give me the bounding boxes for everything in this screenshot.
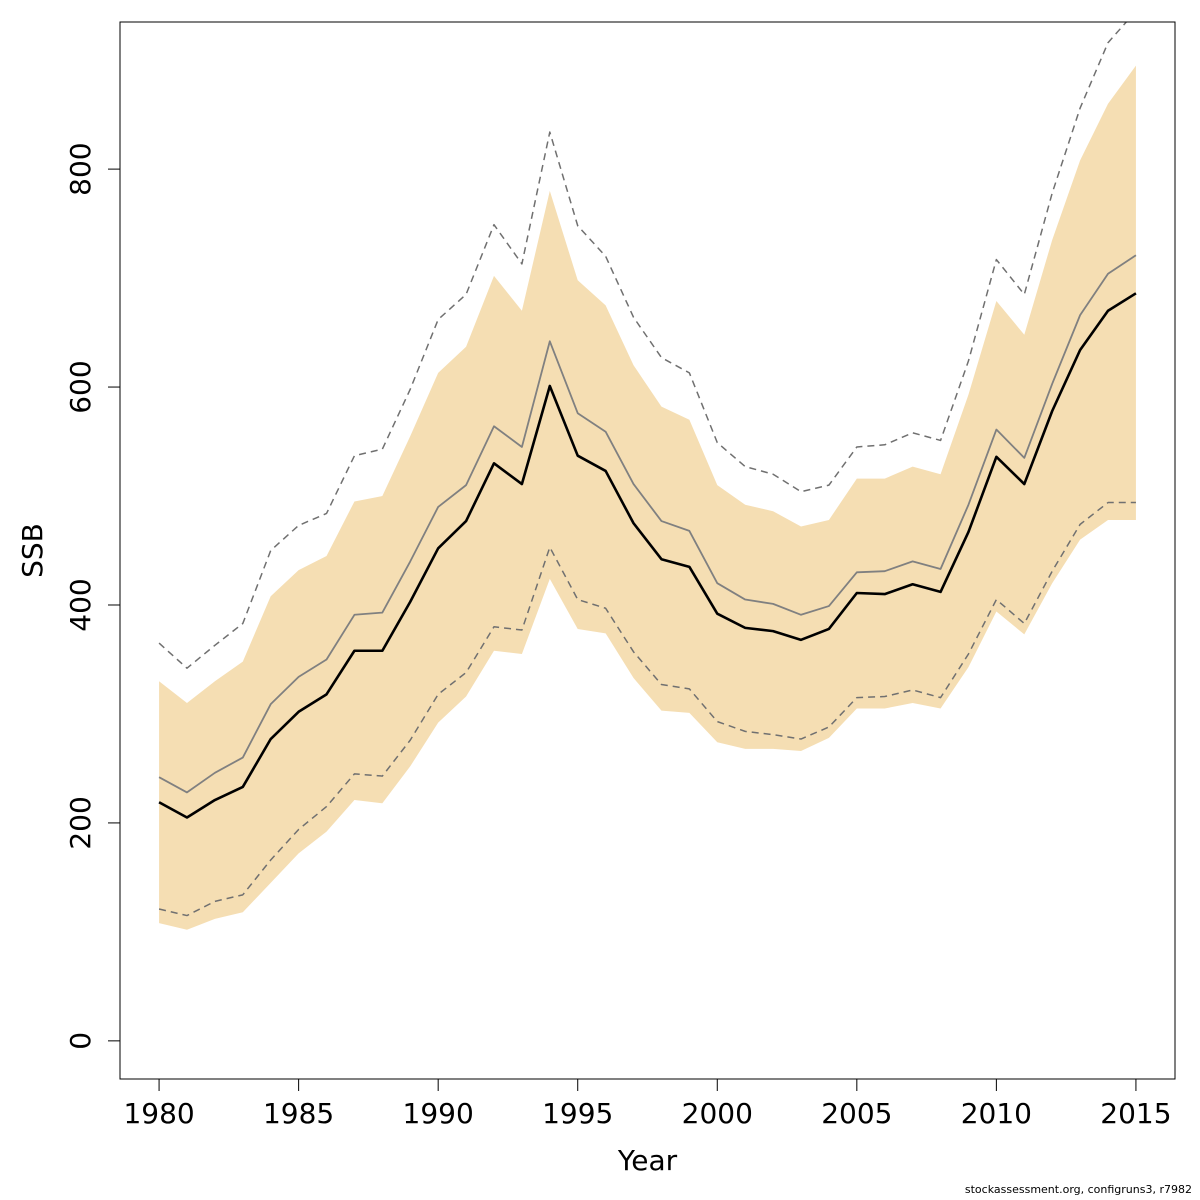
y-tick-label: 200 [64, 796, 97, 849]
x-tick-label: 2010 [961, 1097, 1032, 1130]
series-lines-layer [158, 22, 1137, 917]
lower-dashed-line [158, 501, 1136, 917]
y-axis-title: SSB [16, 523, 49, 578]
y-tick-label: 600 [64, 360, 97, 413]
grey-estimate-line [158, 254, 1137, 794]
x-tick-label: 1990 [403, 1097, 474, 1130]
x-tick-label: 2000 [682, 1097, 753, 1130]
y-tick-label: 800 [64, 142, 97, 195]
confidence-band-layer [159, 65, 1136, 930]
x-axis: 1980 1985 1990 1995 2000 2005 2010 2015 [123, 1078, 1172, 1130]
y-tick-label: 0 [64, 1032, 97, 1050]
y-tick-label: 400 [64, 578, 97, 631]
x-tick-label: 1995 [542, 1097, 613, 1130]
confidence-band [159, 65, 1136, 930]
x-axis-title: Year [617, 1144, 678, 1177]
x-tick-label: 1980 [123, 1097, 194, 1130]
x-tick-label: 2005 [821, 1097, 892, 1130]
y-axis: 0 200 400 600 800 [64, 142, 121, 1050]
footer-credit: stockassessment.org, configruns3, r7982 [964, 1183, 1192, 1196]
ssb-estimate-line [158, 292, 1137, 819]
x-tick-label: 1985 [263, 1097, 334, 1130]
x-tick-label: 2015 [1100, 1097, 1171, 1130]
